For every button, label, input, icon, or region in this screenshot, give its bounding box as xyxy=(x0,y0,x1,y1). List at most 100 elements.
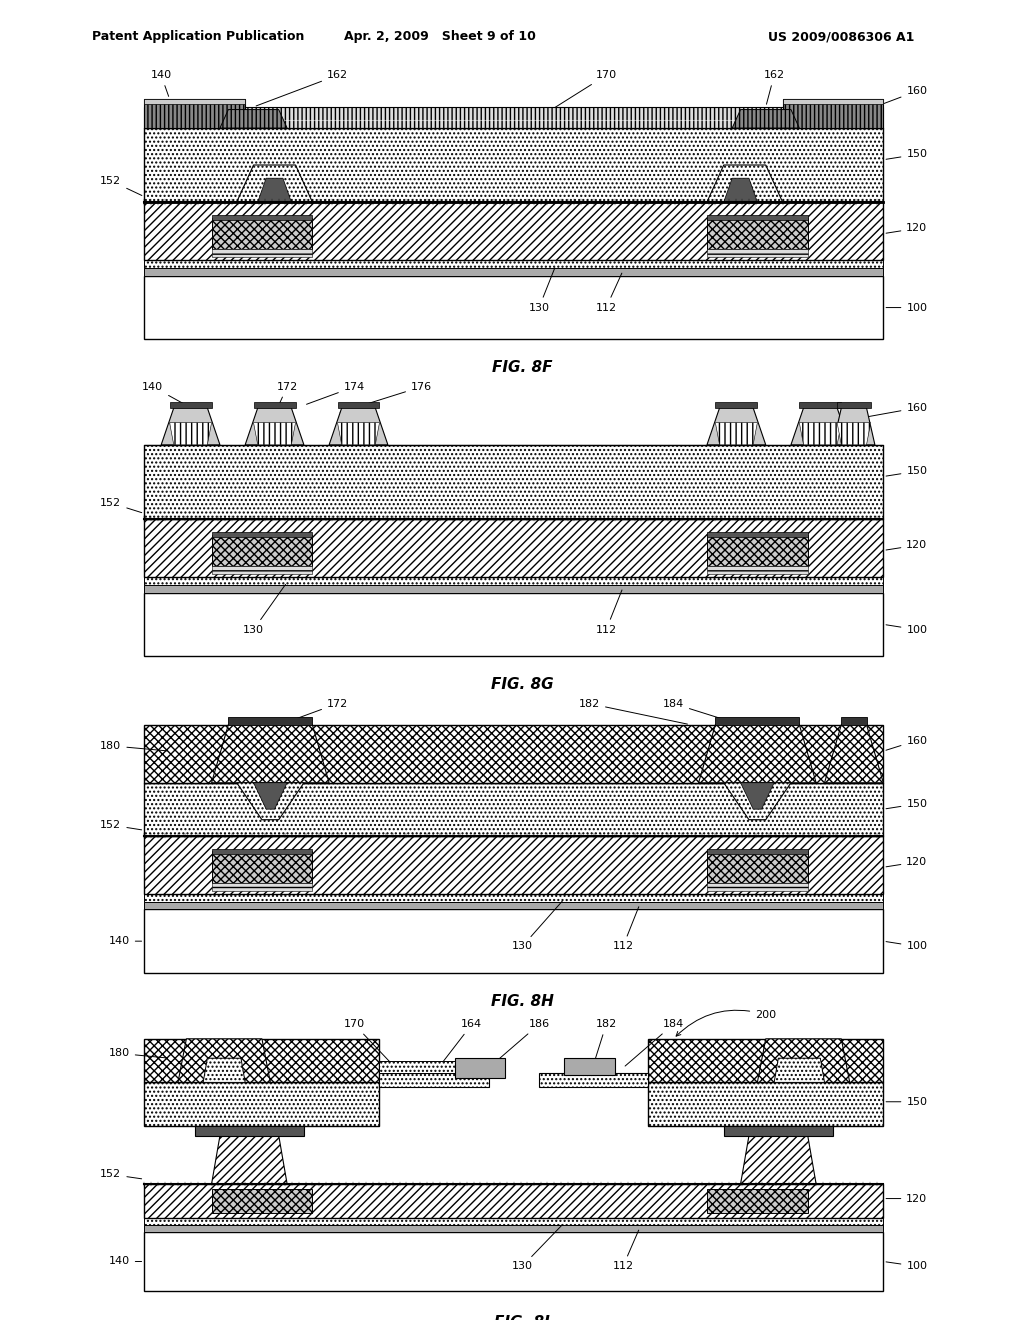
Text: 140: 140 xyxy=(142,381,184,404)
Bar xyxy=(380,1061,488,1073)
Bar xyxy=(144,593,884,656)
Text: 130: 130 xyxy=(512,1225,562,1271)
Bar xyxy=(648,1082,884,1126)
Text: 152: 152 xyxy=(100,176,142,195)
Polygon shape xyxy=(698,725,816,783)
Text: Apr. 2, 2009   Sheet 9 of 10: Apr. 2, 2009 Sheet 9 of 10 xyxy=(344,30,537,44)
Text: FIG. 8F: FIG. 8F xyxy=(492,360,553,375)
Polygon shape xyxy=(740,1135,816,1184)
Polygon shape xyxy=(203,1059,245,1082)
Text: 182: 182 xyxy=(579,698,687,725)
Polygon shape xyxy=(254,783,287,809)
Text: 130: 130 xyxy=(512,902,562,952)
Bar xyxy=(648,1039,884,1082)
Bar xyxy=(707,218,808,249)
Text: 100: 100 xyxy=(886,624,928,635)
Text: 172: 172 xyxy=(290,698,348,721)
Bar xyxy=(782,99,884,104)
Bar xyxy=(338,401,380,408)
Bar xyxy=(212,849,312,854)
Bar xyxy=(195,1126,304,1135)
Text: 160: 160 xyxy=(861,403,928,418)
Bar xyxy=(144,445,884,519)
Text: 130: 130 xyxy=(243,585,286,635)
Bar xyxy=(144,1218,884,1225)
Bar xyxy=(144,1225,884,1233)
Text: 120: 120 xyxy=(886,223,928,234)
Bar xyxy=(707,535,808,566)
Polygon shape xyxy=(170,422,212,445)
Bar xyxy=(564,1059,614,1074)
Text: 120: 120 xyxy=(886,857,928,867)
Text: 162: 162 xyxy=(764,70,784,104)
Text: 160: 160 xyxy=(878,86,928,106)
Bar xyxy=(455,1059,506,1077)
Bar xyxy=(380,1073,488,1088)
Bar xyxy=(707,215,808,220)
Text: US 2009/0086306 A1: US 2009/0086306 A1 xyxy=(768,30,914,44)
Bar xyxy=(144,268,884,276)
Polygon shape xyxy=(724,783,791,820)
Text: 200: 200 xyxy=(676,1010,776,1036)
Text: 112: 112 xyxy=(596,590,622,635)
Bar xyxy=(144,276,884,339)
Polygon shape xyxy=(212,1135,287,1184)
Polygon shape xyxy=(178,1039,270,1082)
Bar xyxy=(724,1126,833,1135)
Bar xyxy=(144,783,884,836)
Bar xyxy=(716,401,758,408)
Text: 112: 112 xyxy=(596,273,622,313)
Bar xyxy=(539,1073,648,1088)
Polygon shape xyxy=(220,110,287,128)
Text: FIG. 8H: FIG. 8H xyxy=(490,994,554,1008)
Bar xyxy=(707,1189,808,1213)
Bar xyxy=(144,1233,884,1291)
Bar xyxy=(212,218,312,249)
Text: 160: 160 xyxy=(886,735,928,750)
Text: FIG. 8I: FIG. 8I xyxy=(495,1315,550,1320)
Polygon shape xyxy=(707,165,782,202)
Bar xyxy=(707,566,808,574)
Polygon shape xyxy=(716,422,758,445)
Bar xyxy=(707,849,808,854)
Polygon shape xyxy=(237,165,312,202)
Polygon shape xyxy=(800,422,842,445)
Text: 130: 130 xyxy=(528,268,555,313)
Text: 100: 100 xyxy=(886,941,928,952)
Bar xyxy=(212,851,312,883)
Text: FIG. 8G: FIG. 8G xyxy=(490,677,554,692)
Polygon shape xyxy=(254,422,296,445)
Polygon shape xyxy=(161,408,220,445)
Bar xyxy=(782,99,884,128)
Text: 150: 150 xyxy=(886,149,928,160)
Polygon shape xyxy=(833,408,874,445)
Bar xyxy=(707,249,808,257)
Bar xyxy=(144,107,884,128)
Text: 150: 150 xyxy=(886,1097,928,1106)
Bar xyxy=(228,717,312,725)
Text: 164: 164 xyxy=(440,1019,482,1065)
Text: 152: 152 xyxy=(100,820,141,830)
Text: 112: 112 xyxy=(612,1230,639,1271)
Bar xyxy=(144,202,884,260)
Bar xyxy=(212,532,312,537)
Text: Patent Application Publication: Patent Application Publication xyxy=(92,30,304,44)
Bar xyxy=(212,566,312,574)
Text: 184: 184 xyxy=(663,698,729,721)
Bar xyxy=(254,401,296,408)
Bar xyxy=(707,851,808,883)
Bar xyxy=(144,1184,884,1218)
Polygon shape xyxy=(758,1039,850,1082)
Text: 186: 186 xyxy=(490,1019,550,1067)
Bar xyxy=(212,215,312,220)
Bar xyxy=(144,725,884,783)
Text: 170: 170 xyxy=(542,70,616,116)
Bar xyxy=(707,883,808,891)
Text: 182: 182 xyxy=(590,1019,616,1074)
Polygon shape xyxy=(245,408,304,445)
Polygon shape xyxy=(824,725,884,783)
Text: 140: 140 xyxy=(151,70,172,96)
Bar xyxy=(707,532,808,537)
Bar xyxy=(144,1039,380,1082)
Polygon shape xyxy=(212,725,329,783)
